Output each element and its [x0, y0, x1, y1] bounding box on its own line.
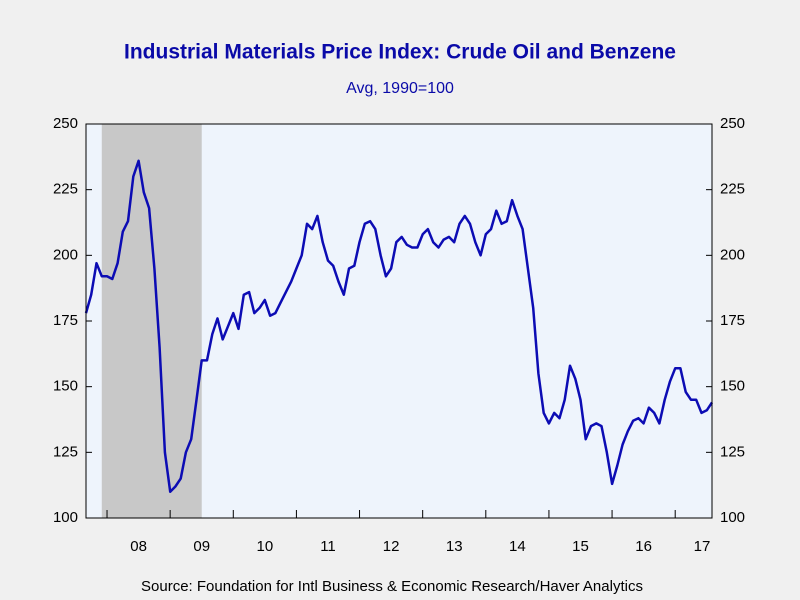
x-tick-label: 12	[383, 538, 400, 555]
y-tick-label: 200	[53, 246, 78, 263]
x-tick-label: 15	[572, 538, 589, 555]
x-tick-label: 09	[193, 538, 210, 555]
y2-tick-label: 125	[720, 443, 745, 460]
recession-shade	[101, 124, 202, 518]
y2-tick-label: 225	[720, 181, 745, 198]
y2-tick-label: 250	[720, 115, 745, 132]
y-tick-label: 225	[53, 181, 78, 198]
x-tick-label: 11	[320, 538, 336, 555]
y-tick-label: 150	[53, 378, 78, 395]
y-tick-label: 175	[53, 312, 78, 329]
y-tick-label: 250	[53, 115, 78, 132]
chart-subtitle: Avg, 1990=100	[346, 80, 454, 97]
x-tick-label: 16	[635, 538, 652, 555]
source-note: Source: Foundation for Intl Business & E…	[141, 578, 643, 595]
x-tick-label: 08	[130, 538, 147, 555]
data-line	[84, 159, 714, 493]
plot-frame	[85, 123, 713, 519]
x-tick-label: 17	[694, 538, 711, 555]
y-tick-label: 100	[53, 509, 78, 526]
y2-tick-label: 200	[720, 246, 745, 263]
x-tick-label: 10	[257, 538, 274, 555]
y-tick-label: 125	[53, 443, 78, 460]
y2-tick-label: 175	[720, 312, 745, 329]
chart-title: Industrial Materials Price Index: Crude …	[124, 41, 676, 64]
x-tick-label: 14	[509, 538, 526, 555]
x-tick-label: 13	[446, 538, 463, 555]
y2-tick-label: 100	[720, 509, 745, 526]
y2-tick-label: 150	[720, 378, 745, 395]
